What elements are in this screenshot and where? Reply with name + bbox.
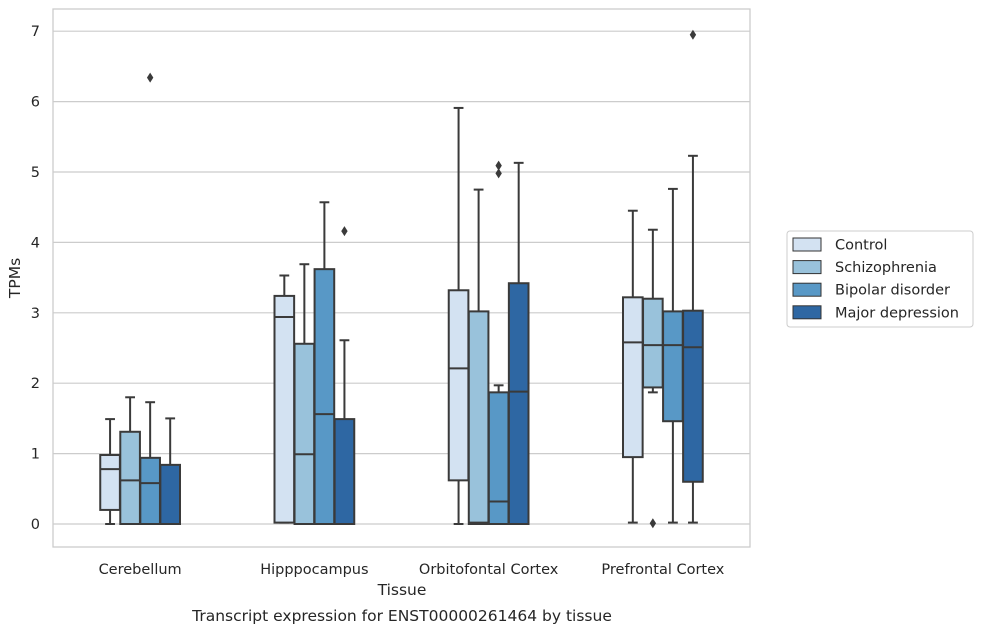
x-axis-ticks: Cerebellum Hipppocampus Orbitofontal Corte… — [99, 562, 725, 578]
box-body — [99, 454, 121, 511]
box-body — [119, 430, 141, 525]
box-body — [447, 289, 470, 482]
x-tick-label: Prefrontal Cortex — [601, 562, 724, 578]
box-group — [621, 209, 644, 524]
box-plots — [99, 29, 704, 529]
y-tick-label: 4 — [31, 235, 40, 251]
box-body — [333, 418, 356, 526]
box-group — [119, 396, 141, 525]
box-group — [642, 228, 664, 529]
box-group — [467, 188, 490, 525]
x-tick-label: Orbitofontal Cortex — [419, 562, 559, 578]
box-group — [273, 274, 296, 524]
legend: Control Schizophrenia Bipolar disorder Majo… — [786, 230, 974, 328]
box-body — [273, 294, 296, 524]
box-group — [99, 418, 121, 525]
outlier-point — [689, 29, 697, 40]
box-body — [293, 342, 316, 525]
box-group — [313, 201, 336, 526]
box-body — [682, 309, 704, 483]
box-body — [467, 310, 490, 525]
box-body — [139, 456, 161, 526]
legend-swatch — [792, 282, 822, 297]
y-tick-label: 1 — [31, 447, 40, 463]
box-body — [662, 310, 684, 423]
y-tick-label: 2 — [31, 376, 40, 392]
y-axis-ticks: 0 1 2 3 4 5 6 7 — [31, 24, 40, 533]
x-tick-label: Cerebellum — [99, 562, 182, 578]
chart-caption: Transcript expression for ENST0000026146… — [191, 607, 612, 625]
box-group — [507, 161, 530, 525]
x-tick-label: Hipppocampus — [260, 562, 368, 578]
box-body — [487, 391, 510, 525]
y-tick-label: 3 — [31, 306, 40, 322]
y-axis-label: TPMs — [6, 258, 24, 299]
box-body — [642, 297, 664, 389]
legend-frame — [786, 230, 974, 328]
outlier-point — [649, 518, 657, 529]
box-body — [313, 268, 336, 526]
outlier-point — [146, 72, 154, 83]
legend-swatch — [792, 305, 822, 320]
y-tick-label: 0 — [31, 517, 40, 533]
box-group — [333, 226, 356, 526]
y-tick-label: 5 — [31, 165, 40, 181]
x-axis-label: Tissue — [377, 581, 427, 599]
box-group — [682, 29, 704, 524]
legend-label: Bipolar disorder — [835, 283, 950, 299]
outlier-point — [341, 226, 348, 237]
box-group — [159, 417, 182, 526]
legend-label: Major depression — [835, 305, 959, 321]
legend-label: Schizophrenia — [835, 260, 937, 276]
box-body — [159, 463, 182, 526]
outlier-point — [495, 160, 502, 171]
outlier-point — [495, 168, 502, 179]
legend-swatch — [792, 260, 822, 275]
legend-label: Control — [835, 238, 887, 254]
legend-swatch — [792, 237, 822, 252]
y-tick-label: 7 — [31, 24, 40, 40]
box-body — [507, 282, 530, 525]
y-tick-label: 6 — [31, 95, 40, 111]
box-group — [139, 72, 161, 526]
box-body — [621, 296, 644, 459]
